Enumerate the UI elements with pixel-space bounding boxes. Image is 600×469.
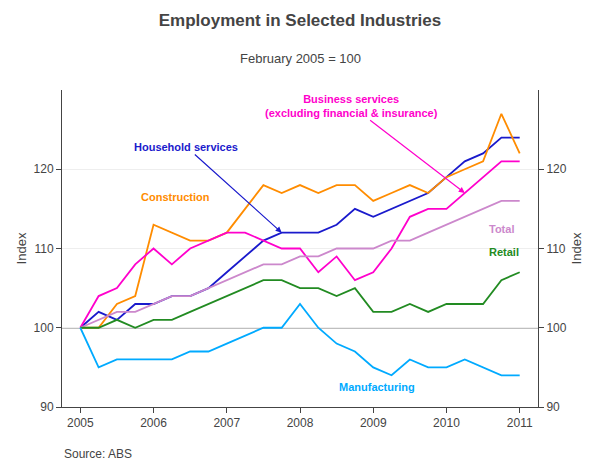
svg-text:2011: 2011: [507, 416, 533, 430]
svg-text:2009: 2009: [360, 416, 387, 430]
svg-text:110: 110: [34, 242, 53, 256]
svg-text:120: 120: [546, 162, 566, 176]
svg-text:2010: 2010: [433, 416, 460, 430]
svg-text:2006: 2006: [140, 416, 167, 430]
svg-text:Index: Index: [569, 232, 584, 264]
svg-text:Employment in Selected Industr: Employment in Selected Industries: [159, 11, 441, 30]
svg-text:90: 90: [546, 400, 560, 414]
svg-text:2007: 2007: [213, 416, 240, 430]
svg-text:Business services(excluding fi: Business services(excluding financial & …: [265, 93, 438, 119]
svg-text:2008: 2008: [287, 416, 314, 430]
svg-text:Total: Total: [489, 223, 514, 235]
svg-text:Index: Index: [14, 232, 29, 264]
svg-text:February 2005 = 100: February 2005 = 100: [240, 51, 361, 66]
svg-text:Source: ABS: Source: ABS: [64, 447, 132, 461]
svg-text:Construction: Construction: [141, 191, 210, 203]
svg-text:100: 100: [546, 321, 566, 335]
svg-text:Household services: Household services: [134, 141, 238, 153]
svg-text:2005: 2005: [67, 416, 94, 430]
svg-text:Retail: Retail: [489, 246, 519, 258]
svg-text:90: 90: [40, 400, 54, 414]
svg-text:120: 120: [34, 162, 54, 176]
svg-text:110: 110: [546, 242, 565, 256]
svg-text:100: 100: [34, 321, 54, 335]
svg-text:Manufacturing: Manufacturing: [339, 381, 415, 393]
